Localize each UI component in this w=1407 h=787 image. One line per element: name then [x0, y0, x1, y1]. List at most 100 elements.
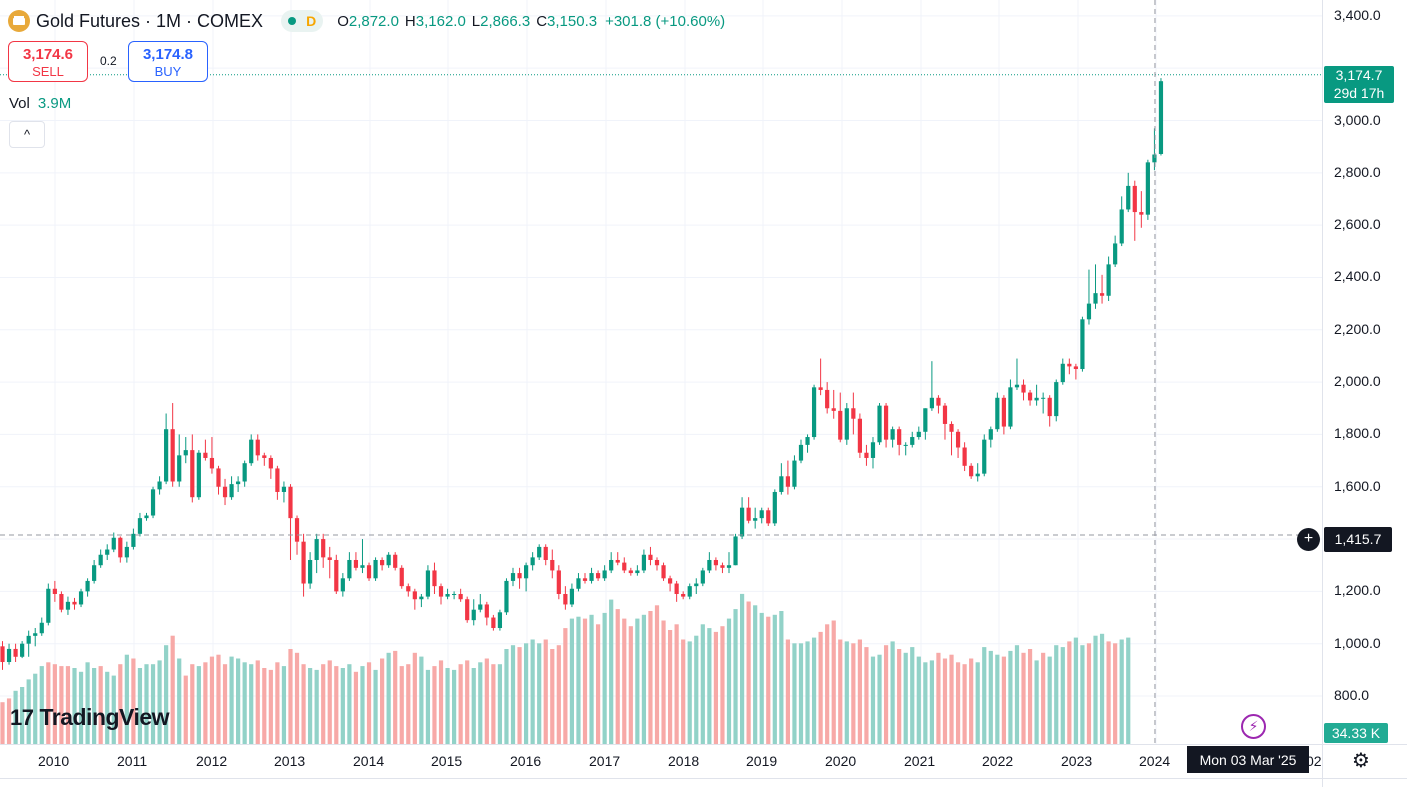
volume-bar — [406, 664, 411, 744]
candle-body — [321, 539, 326, 558]
plus-circle-icon[interactable]: + — [1297, 528, 1320, 551]
candle-body — [733, 536, 738, 566]
candle-body — [59, 593, 64, 610]
candle-body — [209, 457, 215, 469]
candle-body — [380, 559, 385, 566]
crosshair-price-tag: 1,415.7 — [1324, 527, 1392, 552]
volume-bar — [0, 702, 5, 744]
candle-body — [373, 559, 378, 579]
candle-body — [870, 442, 876, 458]
candle-body — [602, 570, 607, 579]
volume-bar — [1054, 645, 1059, 744]
volume-bar — [65, 666, 71, 744]
candle-body — [432, 570, 437, 587]
candle-body — [524, 565, 529, 579]
candle-body — [883, 405, 889, 440]
volume-bar — [1086, 643, 1092, 744]
candle-body — [150, 489, 156, 516]
candle-body — [1060, 363, 1065, 383]
candle-body — [0, 646, 5, 663]
volume-bar — [281, 666, 287, 744]
volume-bar — [582, 618, 588, 744]
volume-bar — [497, 664, 503, 744]
candle-body — [648, 554, 653, 560]
change-value: +301.8 (+10.60%) — [605, 12, 726, 30]
buy-button[interactable]: 3,174.8 BUY — [128, 41, 208, 82]
candle-body — [923, 408, 928, 432]
gear-icon[interactable]: ⚙ — [1352, 750, 1370, 772]
volume-bar — [864, 647, 869, 744]
sell-button[interactable]: 3,174.6 SELL — [8, 41, 88, 82]
volume-bar — [1047, 656, 1052, 744]
collapse-legend-button[interactable]: ^ — [9, 121, 45, 148]
volume-bar — [157, 660, 162, 744]
tradingview-logo[interactable]: 17 TradingView — [10, 704, 170, 731]
candle-body — [65, 601, 71, 610]
time-tick-label: 2022 — [982, 753, 1014, 769]
market-status-pill[interactable]: D — [281, 10, 324, 32]
candle-body — [609, 559, 614, 571]
candle-body — [262, 455, 267, 458]
candle-body — [471, 609, 476, 621]
volume-bar — [20, 687, 25, 744]
candle-body — [1106, 264, 1111, 296]
volume-bar — [294, 652, 300, 744]
candle-body — [327, 557, 332, 560]
candle-body — [1034, 397, 1039, 401]
candle-body — [340, 578, 345, 592]
candle-body — [478, 604, 483, 610]
volume-bar — [635, 618, 640, 744]
candle-body — [707, 559, 712, 571]
candle-body — [242, 463, 247, 482]
volume-bar — [216, 654, 221, 744]
price-tick-label: 2,000.0 — [1334, 373, 1381, 390]
volume-bar — [1008, 650, 1013, 744]
candle-body — [759, 510, 764, 519]
candle-body — [1139, 212, 1144, 215]
price-tick-label: 1,200.0 — [1334, 582, 1381, 599]
candle-body — [903, 444, 908, 446]
candle-body — [595, 573, 601, 579]
volume-bar — [386, 652, 391, 744]
volume-bar — [569, 618, 575, 744]
volume-bar — [576, 616, 581, 744]
candle-body — [294, 518, 300, 542]
candle-body — [622, 562, 627, 571]
symbol-title[interactable]: Gold Futures · 1M · COMEX — [36, 10, 264, 31]
low-value: 2,866.3 — [480, 12, 531, 30]
candle-body — [268, 457, 273, 469]
candle-body — [98, 554, 103, 566]
volume-bar — [969, 658, 974, 744]
candle-body — [334, 559, 339, 592]
volume-bar — [982, 647, 987, 744]
lightning-icon[interactable]: ⚡ — [1241, 714, 1266, 739]
candle-body — [988, 429, 993, 440]
candle-body — [255, 439, 260, 456]
volume-bar — [537, 643, 542, 744]
last-price: 3,174.7 — [1335, 67, 1383, 83]
volume-bar — [674, 624, 679, 744]
candle-body — [52, 588, 57, 594]
time-tick-label: 2012 — [196, 753, 228, 769]
candle-body — [746, 507, 751, 521]
volume-bar — [334, 666, 339, 744]
candle-body — [942, 405, 948, 424]
volume-bar — [183, 675, 188, 744]
volume-bar — [641, 614, 647, 744]
candle-body — [222, 486, 228, 498]
volume-bar — [851, 643, 856, 744]
price-tick-label: 3,400.0 — [1334, 6, 1381, 23]
candle-body — [615, 559, 620, 563]
volume-bar — [425, 669, 431, 744]
volume-legend[interactable]: Vol 3.9M — [9, 95, 71, 112]
volume-bar — [543, 639, 548, 744]
candle-body — [739, 507, 745, 537]
volume-bar — [844, 641, 849, 744]
volume-bar — [589, 614, 594, 744]
candle-body — [72, 601, 77, 605]
volume-bar — [838, 639, 843, 744]
volume-bar — [654, 605, 660, 744]
volume-bar — [380, 658, 385, 744]
candle-body — [982, 439, 987, 474]
